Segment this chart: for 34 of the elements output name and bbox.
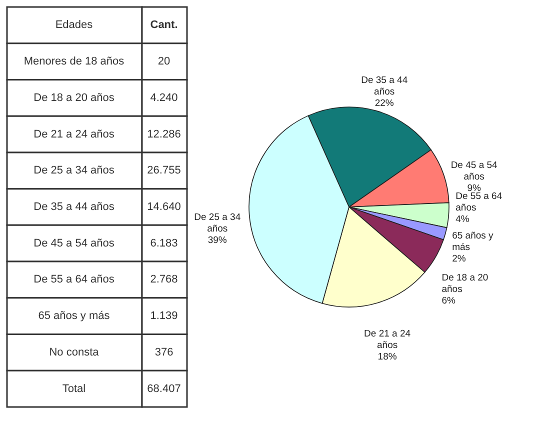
slice-label: De 18 a 20 años	[442, 272, 488, 295]
text: 2.768	[150, 274, 178, 286]
slice-label: 65 años y más	[452, 230, 494, 254]
text: 1.139	[150, 310, 178, 322]
category-label: De 55 a 64 años	[34, 274, 115, 286]
category-label: Total	[62, 382, 86, 395]
text: 376	[154, 346, 174, 358]
text: Edades	[55, 19, 94, 32]
text: 20	[158, 56, 170, 68]
data-label: 22%	[374, 98, 394, 109]
text: 14.640	[147, 201, 181, 213]
text: Cant.	[150, 19, 178, 32]
category-label: De 35 a 44 años	[34, 201, 115, 213]
slice-label: De 21 a 24 años	[364, 328, 411, 351]
text: 6.183	[150, 237, 178, 250]
category-label: De 21 a 24 años	[34, 128, 115, 140]
category-label: 65 años y más	[38, 310, 110, 322]
data-label: 18%	[378, 351, 398, 362]
data-label: 39%	[208, 234, 228, 246]
slice-label: De 25 a 34 años	[194, 212, 241, 234]
category-label: De 25 a 34 años	[34, 164, 115, 177]
category-label: No consta	[49, 346, 100, 358]
slice-label: De 35 a 44 años	[361, 74, 408, 98]
data-label: 2%	[452, 254, 466, 265]
text: 26.755	[147, 164, 181, 177]
text: 4.240	[150, 92, 178, 104]
slice-label: De 45 a 54 años	[450, 160, 498, 182]
data-label: 6%	[442, 295, 456, 306]
text: 68.407	[147, 382, 181, 395]
category-label: De 45 a 54 años	[34, 237, 115, 250]
category-label: Menores de 18 años	[24, 56, 125, 68]
category-label: De 18 a 20 años	[34, 92, 115, 104]
text: 12.286	[147, 128, 181, 140]
data-label: 4%	[456, 214, 470, 225]
